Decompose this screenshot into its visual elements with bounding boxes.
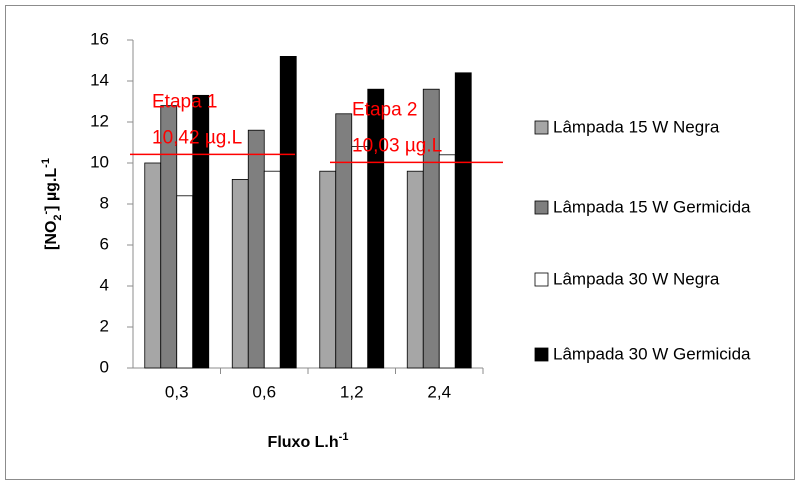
y-tick-label: 12 [90, 111, 109, 130]
bar [319, 170, 337, 369]
legend-label: Lâmpada 30 W Negra [553, 269, 720, 288]
legend-swatch [534, 272, 549, 287]
x-axis-title: Fluxo L.h-1 [268, 431, 349, 451]
x-tick-label: 1,2 [340, 382, 364, 401]
legend-swatch [534, 200, 549, 215]
legend-swatch [534, 120, 549, 135]
bar [351, 146, 369, 369]
bar [406, 170, 424, 369]
chart-border [5, 5, 795, 480]
y-axis-title-part: - [40, 210, 52, 214]
y-axis-title-part: 2 [52, 214, 64, 220]
x-tick-label: 0,3 [165, 382, 189, 401]
y-tick-label: 6 [100, 234, 109, 253]
bar [335, 113, 353, 369]
y-tick-label: 2 [100, 316, 109, 335]
y-axis-title-part: [NO [43, 221, 60, 250]
legend-label: Lâmpada 15 W Negra [553, 117, 720, 136]
y-axis-title: [NO2-] µg.L-1 [40, 158, 64, 250]
bar [422, 88, 440, 369]
y-tick-label: 8 [100, 193, 109, 212]
y-axis-title-part: ] µg.L [43, 168, 60, 211]
x-axis-title-part: -1 [339, 431, 349, 443]
y-axis-title-part: -1 [40, 158, 52, 168]
annotation-label: Etapa 1 [152, 91, 218, 112]
x-tick-label: 2,4 [427, 382, 451, 401]
y-tick-label: 4 [100, 275, 109, 294]
annotation-label: Etapa 2 [352, 99, 418, 120]
y-tick-label: 16 [90, 29, 109, 48]
annotation-value: 10,03 µg.L [352, 135, 442, 156]
bar [438, 154, 456, 369]
bar [263, 170, 281, 369]
bar [279, 56, 297, 369]
bar [231, 178, 249, 369]
x-axis-title-part: Fluxo L.h [268, 434, 339, 451]
x-tick-label: 0,6 [252, 382, 276, 401]
legend-label: Lâmpada 30 W Germicida [553, 344, 751, 363]
bar [454, 72, 472, 369]
bar [247, 129, 265, 369]
bar [192, 94, 210, 369]
y-tick-label: 14 [90, 70, 109, 89]
bar [367, 88, 385, 369]
legend-swatch [534, 347, 549, 362]
bar [144, 162, 162, 369]
bar [176, 195, 194, 369]
y-tick-label: 10 [90, 152, 109, 171]
annotation-value: 10,42 µg.L [152, 127, 242, 148]
legend-label: Lâmpada 15 W Germicida [553, 197, 751, 216]
y-tick-label: 0 [100, 357, 109, 376]
